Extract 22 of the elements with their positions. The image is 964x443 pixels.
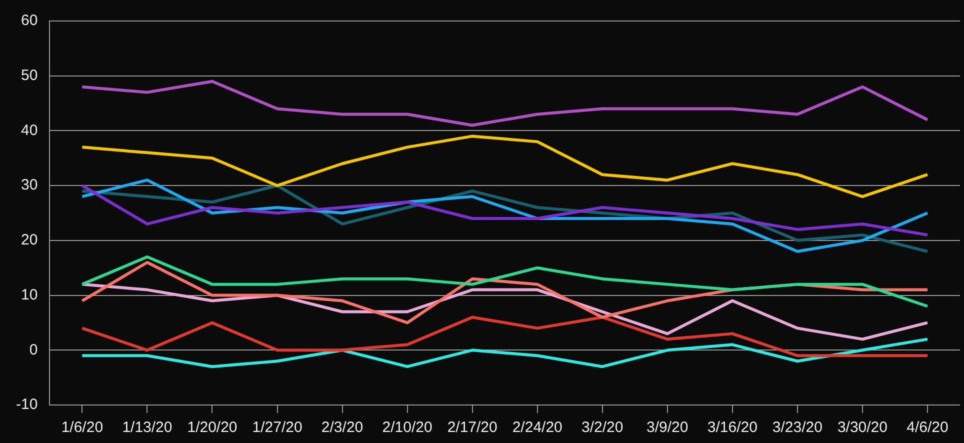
y-tick-label: 60 (20, 12, 38, 30)
y-tick-label: 30 (20, 176, 38, 194)
y-tick-label: 50 (20, 67, 38, 84)
y-tick-label: -10 (16, 396, 38, 414)
x-tick-label: 2/24/20 (512, 419, 562, 436)
y-tick-label: 40 (20, 122, 38, 139)
x-tick-label: 2/3/20 (321, 419, 364, 436)
y-tick-label: 10 (20, 286, 38, 304)
x-tick-label: 1/20/20 (187, 419, 238, 436)
x-tick-label: 1/13/20 (122, 419, 172, 436)
x-tick-label: 2/10/20 (382, 419, 432, 436)
x-tick-label: 3/2/20 (582, 419, 624, 436)
x-tick-label: 3/23/20 (772, 419, 822, 436)
x-tick-label: 1/27/20 (252, 419, 302, 436)
x-tick-label: 1/6/20 (61, 419, 104, 436)
y-tick-label: 0 (29, 341, 38, 358)
x-tick-label: 3/16/20 (707, 419, 758, 436)
x-tick-label: 4/6/20 (906, 419, 948, 436)
x-tick-label: 3/30/20 (837, 419, 888, 436)
y-tick-label: 20 (20, 232, 38, 249)
x-tick-label: 3/9/20 (646, 419, 688, 436)
x-tick-label: 2/17/20 (447, 419, 498, 436)
